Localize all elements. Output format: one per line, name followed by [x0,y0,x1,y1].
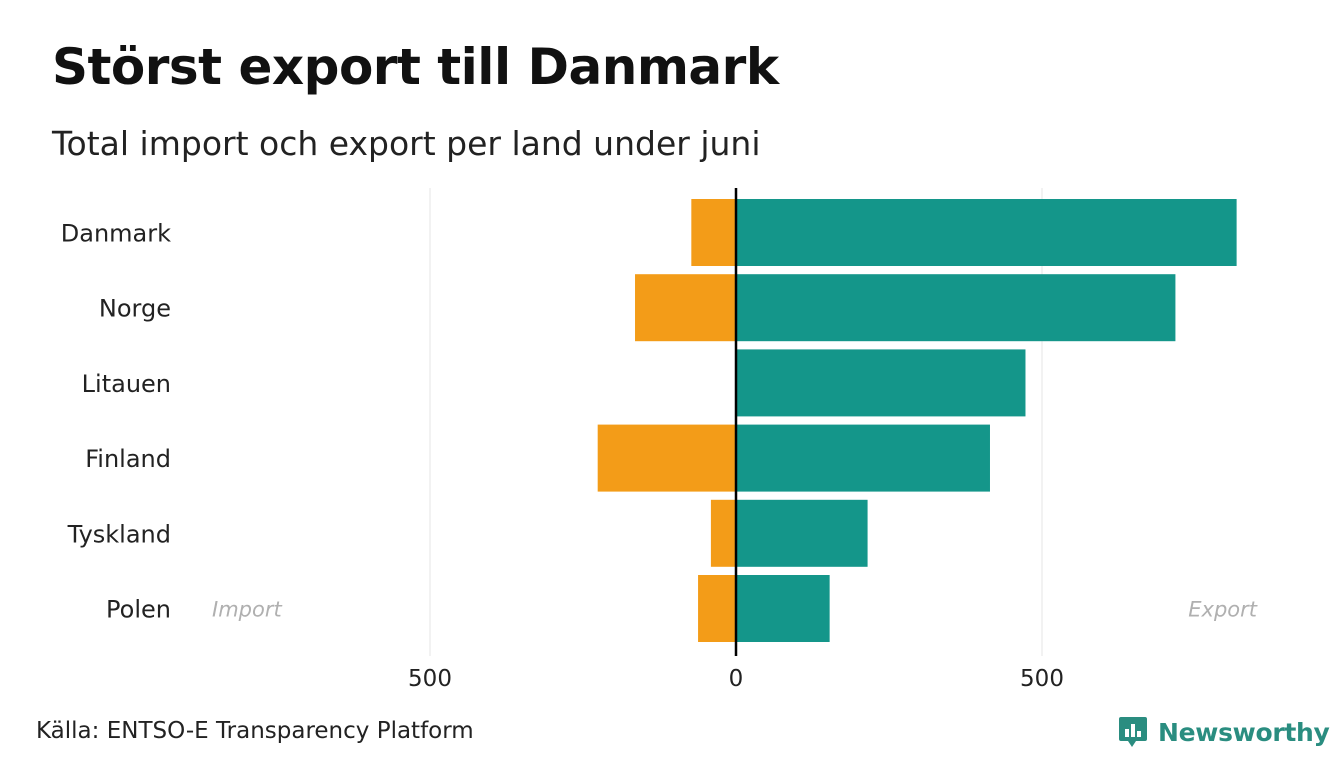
category-label: Danmark [61,220,171,248]
brand-logo: Newsworthy [1118,712,1330,752]
import-bar [698,575,736,642]
export-bar [736,274,1176,342]
export-bar [736,499,868,567]
chart-subtitle: Total import och export per land under j… [52,124,761,163]
import-annotation: Import [212,598,282,622]
chart-title: Störst export till Danmark [52,38,779,96]
export-bar [736,199,1237,266]
category-label: Norge [99,295,171,323]
category-label: Litauen [82,370,171,398]
chart-area: 500 0 500 Danmark Norge Litauen Finland Tysklan… [61,188,1258,692]
x-tick-label: 0 [729,666,744,692]
import-bar [691,199,736,266]
x-tick-label: 500 [1020,666,1064,692]
x-tick-label: 500 [408,666,452,692]
export-bar [736,424,990,492]
import-bar [597,424,736,492]
newsworthy-logo-icon [1119,717,1147,747]
category-label: Finland [85,445,171,473]
category-label: Polen [106,596,171,624]
export-bar [736,349,1026,417]
category-label: Tyskland [67,520,171,548]
export-bar [736,575,830,642]
brand-name: Newsworthy [1158,717,1330,747]
import-bar [710,499,736,567]
export-annotation: Export [1188,598,1258,622]
import-bar [635,274,736,342]
source-note: Källa: ENTSO-E Transparency Platform [36,718,474,744]
